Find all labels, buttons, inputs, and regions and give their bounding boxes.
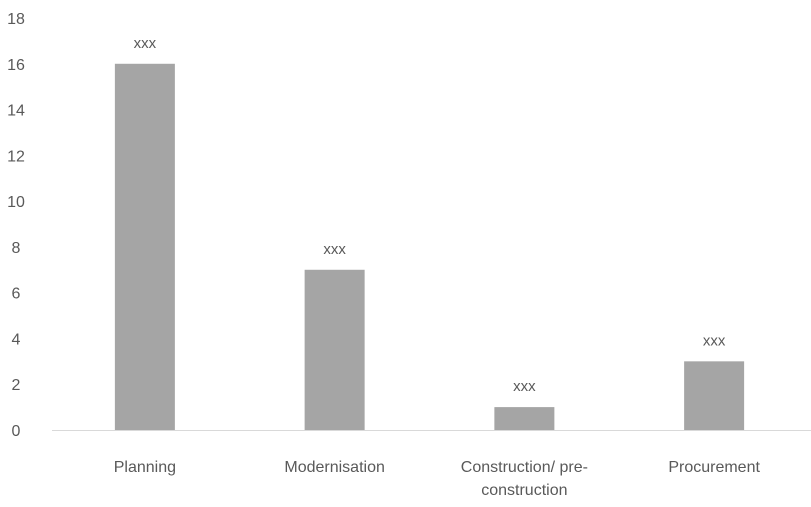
y-tick-label: 12 <box>7 148 25 165</box>
x-tick-label: Procurement <box>668 459 760 476</box>
data-label: xxx <box>323 241 346 258</box>
y-tick-label: 14 <box>7 103 25 120</box>
y-tick-label: 2 <box>12 377 21 394</box>
data-labels: xxx xxx xxx xxx <box>134 35 726 395</box>
y-tick-label: 4 <box>12 331 21 348</box>
bar <box>494 407 555 430</box>
bar <box>114 63 175 431</box>
bars <box>114 63 745 431</box>
x-axis: Planning Modernisation Construction/ pre-c… <box>114 459 761 499</box>
x-tick-label: Planning <box>114 459 176 476</box>
y-axis: 0 2 4 6 8 10 12 14 16 18 <box>7 11 25 440</box>
y-tick-label: 0 <box>12 423 21 440</box>
y-tick-label: 6 <box>12 286 21 303</box>
x-tick-label: Modernisation <box>284 459 385 476</box>
data-label: xxx <box>513 378 536 395</box>
data-label: xxx <box>703 332 726 349</box>
bar <box>304 269 365 430</box>
bar <box>684 361 745 430</box>
y-tick-label: 18 <box>7 11 25 28</box>
x-tick-label: Construction/ pre-construction <box>461 459 588 499</box>
y-tick-label: 16 <box>7 57 25 74</box>
y-tick-label: 8 <box>12 240 21 257</box>
y-tick-label: 10 <box>7 194 25 211</box>
data-label: xxx <box>134 35 157 52</box>
